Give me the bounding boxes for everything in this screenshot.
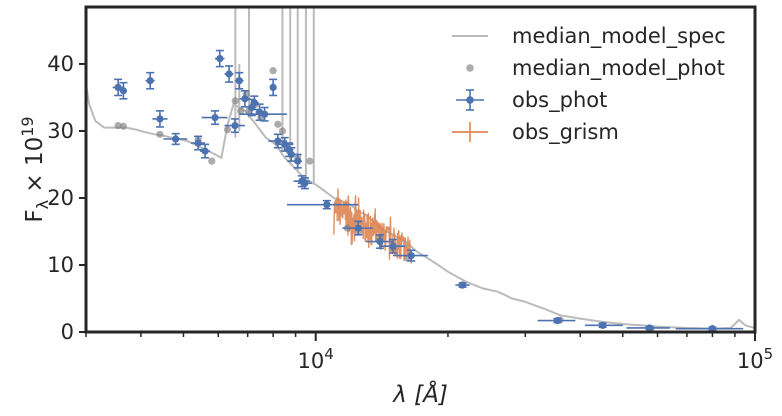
- obs-phot-marker: [119, 87, 128, 95]
- legend: median_model_spec median_model_phot obs_ph…: [452, 24, 726, 145]
- axes-frame: [84, 5, 757, 334]
- model-phot-point: [223, 126, 232, 134]
- obs-phot-point: [112, 78, 124, 97]
- obs-phot-marker: [241, 95, 249, 103]
- obs-phot-point: [119, 81, 128, 100]
- obs-phot-marker: [216, 54, 224, 63]
- model-phot-point: [306, 157, 314, 165]
- obs-phot-marker: [553, 317, 562, 325]
- obs-phot-marker: [287, 150, 295, 159]
- obs-phot-marker: [194, 139, 202, 147]
- y-tick-label: 40: [47, 52, 74, 76]
- obs-phot-point: [286, 199, 359, 210]
- obs-phot-marker: [323, 201, 331, 209]
- obs-phot-marker: [599, 321, 607, 329]
- model-phot-point: [274, 120, 282, 128]
- obs-phot-point: [215, 49, 225, 68]
- obs-phot-point: [145, 71, 155, 90]
- legend-label: obs_grism: [512, 120, 619, 145]
- obs-phot-point: [239, 89, 251, 108]
- obs-phot-point: [268, 133, 287, 149]
- obs-phot-marker: [146, 77, 154, 85]
- legend-label: obs_phot: [512, 88, 607, 113]
- obs-phot-point: [269, 78, 278, 97]
- plot-area: [86, 7, 755, 332]
- obs-phot-point: [239, 106, 287, 122]
- y-tick-label: 20: [47, 186, 74, 210]
- obs-phot-marker: [235, 77, 243, 85]
- obs-phot-marker: [231, 122, 239, 130]
- legend-label: median_model_spec: [512, 24, 726, 49]
- legend-entry-model-phot: median_model_phot: [466, 56, 725, 81]
- legend-entry-obs-grism: obs_grism: [452, 120, 619, 145]
- obs-phot-point: [675, 325, 744, 332]
- x-tick-label: 105: [737, 345, 773, 373]
- obs-phot-point: [626, 324, 670, 332]
- obs-phot-marker: [269, 83, 277, 92]
- obs-phot-point: [455, 281, 470, 289]
- model-spectrum-line: [86, 83, 755, 330]
- legend-entry-model-spec: median_model_spec: [452, 24, 726, 49]
- x-tick-label: 104: [298, 345, 334, 373]
- axes: 0 10 20 30 40 104 105 λ [Å] Fλ × 1019: [18, 5, 773, 408]
- model-phot-point: [119, 122, 128, 130]
- obs-phot-point: [199, 143, 211, 159]
- obs-phot-point: [584, 321, 623, 329]
- model-phot-point: [269, 67, 277, 75]
- model-phot-point: [231, 97, 239, 105]
- obs-phot-point: [234, 71, 244, 90]
- x-axis-label: λ [Å]: [391, 380, 448, 408]
- obs-phot-marker: [459, 281, 467, 289]
- obs-phot-marker: [376, 237, 384, 246]
- obs-phot-marker: [260, 110, 269, 118]
- obs-phot-point: [365, 234, 394, 250]
- obs-phot-point: [293, 153, 302, 169]
- y-axis-label: Fλ × 1019: [18, 116, 52, 222]
- obs-phot-marker: [708, 325, 717, 332]
- obs-phot-point: [342, 220, 373, 236]
- obs-phot-marker: [201, 147, 209, 155]
- obs-phot-point: [190, 135, 206, 151]
- model-phot-point: [156, 130, 164, 138]
- obs-phot-marker: [225, 70, 233, 78]
- obs-phot-point: [537, 317, 576, 325]
- obs-phot-point: [224, 65, 234, 83]
- obs-phot-point: [379, 238, 406, 254]
- obs-phot-point: [163, 132, 188, 146]
- legend-swatch: [466, 96, 474, 104]
- obs-phot-point: [152, 110, 168, 128]
- y-tick-label: 0: [61, 320, 74, 344]
- obs-phot-point: [393, 249, 428, 262]
- grism-spectrum-line: [333, 188, 412, 264]
- y-tick-label: 10: [47, 253, 74, 277]
- legend-entry-obs-phot: obs_phot: [456, 88, 607, 113]
- obs-phot-point: [201, 110, 228, 126]
- obs-phot-marker: [250, 99, 258, 107]
- obs-phot-marker: [274, 137, 282, 145]
- model-phot-point: [114, 122, 122, 130]
- obs-phot-marker: [389, 242, 397, 250]
- obs-phot-marker: [407, 252, 415, 260]
- obs-phot-point: [297, 177, 312, 190]
- obs-phot-marker: [294, 157, 302, 165]
- model-phot-point: [208, 157, 216, 165]
- obs-phot-marker: [301, 179, 309, 187]
- obs-phot-marker: [156, 115, 164, 123]
- obs-phot-marker: [114, 83, 122, 92]
- obs-phot-marker: [354, 224, 362, 232]
- obs-phot-point: [224, 118, 245, 134]
- obs-phot-marker: [211, 113, 219, 122]
- legend-swatch: [466, 64, 474, 72]
- legend-label: median_model_phot: [512, 56, 725, 81]
- model-phot-point: [278, 127, 287, 135]
- obs-phot-marker: [172, 135, 180, 143]
- obs-phot-marker: [645, 324, 654, 332]
- y-tick-label: 30: [47, 119, 74, 143]
- model-phot-point: [237, 107, 245, 115]
